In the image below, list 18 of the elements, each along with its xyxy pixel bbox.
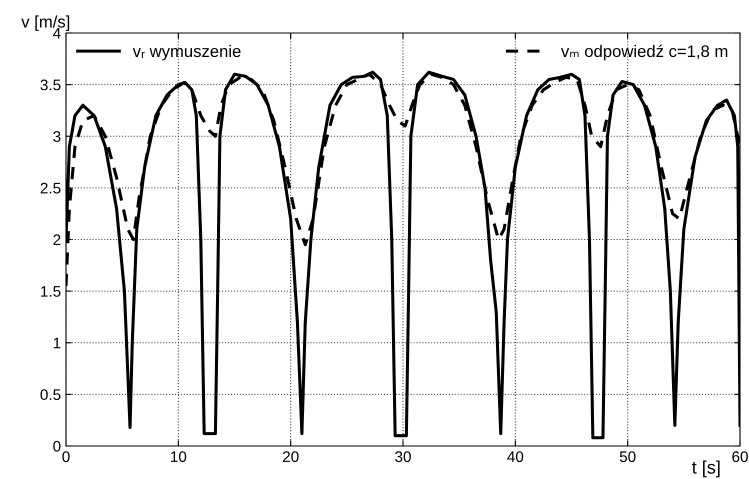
- x-tick-label: 60: [732, 451, 748, 462]
- x-tick-label: 0: [62, 451, 70, 462]
- legend-label: vₘ odpowiedź c=1,8 m: [560, 44, 728, 60]
- y-tick-label: 1.5: [41, 286, 60, 297]
- legend-label: vᵣ wymuszenie: [132, 44, 241, 60]
- x-tick-label: 40: [507, 451, 524, 462]
- y-tick-label: 3.5: [40, 79, 60, 90]
- x-tick-label: 30: [395, 451, 411, 462]
- y-tick-label: 1: [54, 338, 60, 348]
- x-tick-label: 50: [620, 451, 636, 462]
- x-axis-title: t [s]: [692, 460, 720, 478]
- y-tick-label: 3: [53, 131, 60, 142]
- y-tick-label: 2.5: [40, 182, 60, 194]
- y-tick-label: 0: [53, 440, 61, 452]
- x-tick-label: 10: [171, 451, 186, 462]
- y-tick-label: 2: [53, 234, 60, 246]
- x-tick-label: 20: [282, 451, 299, 462]
- y-tick-label: 0.5: [40, 389, 60, 400]
